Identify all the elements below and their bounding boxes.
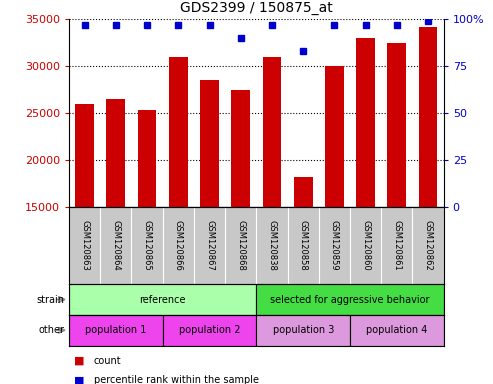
Text: selected for aggressive behavior: selected for aggressive behavior xyxy=(270,295,430,305)
Text: GSM120859: GSM120859 xyxy=(330,220,339,271)
Text: GSM120860: GSM120860 xyxy=(361,220,370,271)
Bar xyxy=(325,66,344,207)
Text: GSM120865: GSM120865 xyxy=(142,220,151,271)
Bar xyxy=(69,284,256,315)
Text: GSM120861: GSM120861 xyxy=(392,220,401,271)
Bar xyxy=(256,284,444,315)
Text: GSM120868: GSM120868 xyxy=(236,220,245,271)
Text: ■: ■ xyxy=(74,375,84,384)
Text: GSM120863: GSM120863 xyxy=(80,220,89,271)
Bar xyxy=(419,27,437,207)
Text: ■: ■ xyxy=(74,356,84,366)
Bar xyxy=(231,90,250,207)
Text: other: other xyxy=(38,325,64,335)
Text: population 4: population 4 xyxy=(366,325,427,335)
Text: GSM120862: GSM120862 xyxy=(423,220,432,271)
Bar xyxy=(163,315,256,346)
Bar xyxy=(387,43,406,207)
Text: GSM120866: GSM120866 xyxy=(174,220,183,271)
Bar xyxy=(138,109,156,207)
Text: reference: reference xyxy=(140,295,186,305)
Bar xyxy=(75,104,94,207)
Bar xyxy=(356,38,375,207)
Text: GSM120867: GSM120867 xyxy=(205,220,214,271)
Text: GSM120864: GSM120864 xyxy=(111,220,120,271)
Title: GDS2399 / 150875_at: GDS2399 / 150875_at xyxy=(180,2,333,15)
Text: population 1: population 1 xyxy=(85,325,146,335)
Bar xyxy=(106,99,125,207)
Text: strain: strain xyxy=(36,295,64,305)
Text: GSM120858: GSM120858 xyxy=(299,220,308,271)
Text: population 2: population 2 xyxy=(179,325,240,335)
Bar xyxy=(263,57,282,207)
Text: population 3: population 3 xyxy=(273,325,334,335)
Bar xyxy=(350,315,444,346)
Bar xyxy=(256,315,350,346)
Text: GSM120838: GSM120838 xyxy=(268,220,277,271)
Bar xyxy=(200,80,219,207)
Bar xyxy=(169,57,188,207)
Bar xyxy=(69,315,163,346)
Text: count: count xyxy=(94,356,121,366)
Text: percentile rank within the sample: percentile rank within the sample xyxy=(94,375,259,384)
Bar xyxy=(294,177,313,207)
